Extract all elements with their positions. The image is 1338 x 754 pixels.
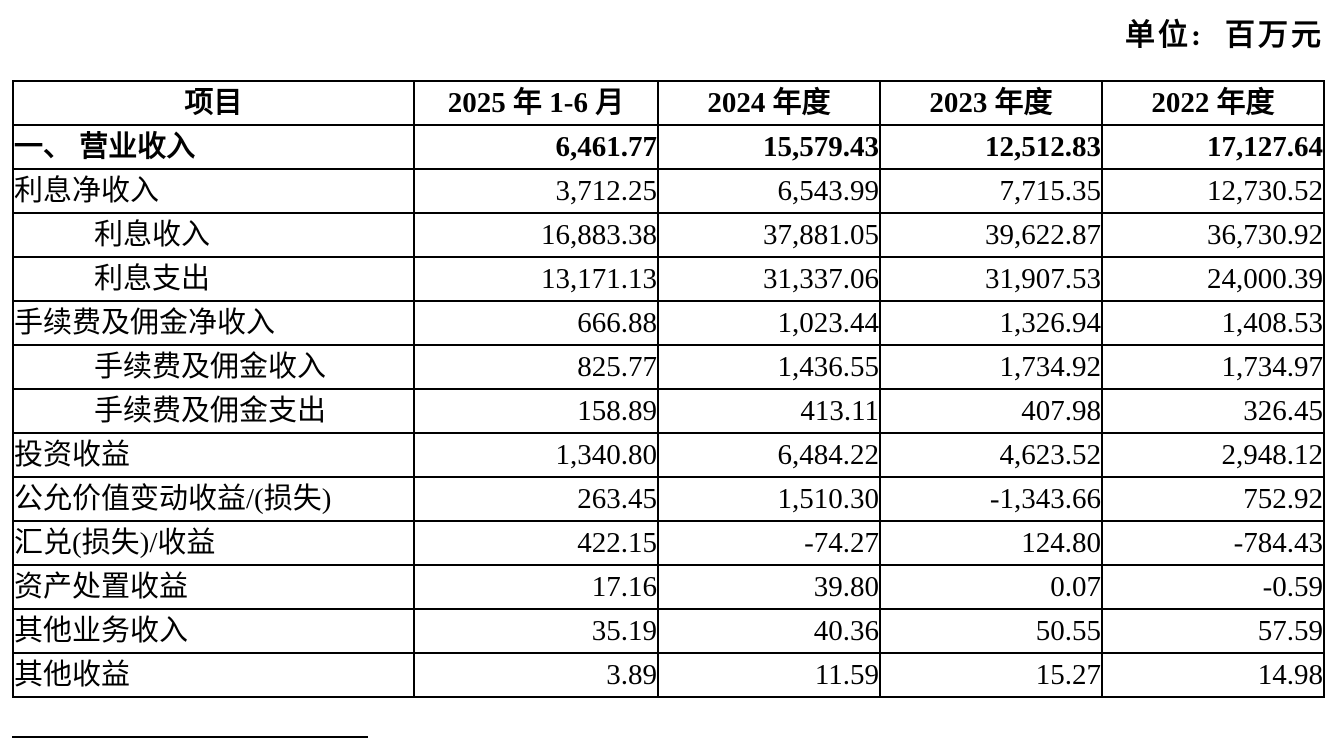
row-value: 15.27: [879, 652, 1103, 698]
row-value: 326.45: [1101, 388, 1325, 434]
row-label: 利息支出: [12, 256, 415, 302]
table-row: 其他收益 3.89 11.59 15.27 14.98: [12, 652, 1325, 698]
table-row: 投资收益 1,340.80 6,484.22 4,623.52 2,948.12: [12, 432, 1325, 478]
row-label: 汇兑(损失)/收益: [12, 520, 415, 566]
row-value: 3,712.25: [413, 168, 659, 214]
row-label: 利息收入: [12, 212, 415, 258]
row-value: 24,000.39: [1101, 256, 1325, 302]
row-value: -784.43: [1101, 520, 1325, 566]
row-label: 投资收益: [12, 432, 415, 478]
row-value: 35.19: [413, 608, 659, 654]
table-row: 公允价值变动收益/(损失) 263.45 1,510.30 -1,343.66 …: [12, 476, 1325, 522]
row-value: 17.16: [413, 564, 659, 610]
table-row: 其他业务收入 35.19 40.36 50.55 57.59: [12, 608, 1325, 654]
header-period-2023: 2023 年度: [879, 80, 1103, 126]
row-value: 12,730.52: [1101, 168, 1325, 214]
row-value: 37,881.05: [657, 212, 881, 258]
row-value: 13,171.13: [413, 256, 659, 302]
table-row: 利息支出 13,171.13 31,337.06 31,907.53 24,00…: [12, 256, 1325, 302]
row-value: 50.55: [879, 608, 1103, 654]
row-label: 资产处置收益: [12, 564, 415, 610]
table-row: 利息净收入 3,712.25 6,543.99 7,715.35 12,730.…: [12, 168, 1325, 214]
row-value: -74.27: [657, 520, 881, 566]
table-row: 手续费及佣金支出 158.89 413.11 407.98 326.45: [12, 388, 1325, 434]
row-value: 40.36: [657, 608, 881, 654]
row-value: 158.89: [413, 388, 659, 434]
row-value: 16,883.38: [413, 212, 659, 258]
row-value: 1,510.30: [657, 476, 881, 522]
row-value: 263.45: [413, 476, 659, 522]
row-value: 666.88: [413, 300, 659, 346]
row-value: 12,512.83: [879, 124, 1103, 170]
table-row: 一、 营业收入 6,461.77 15,579.43 12,512.83 17,…: [12, 124, 1325, 170]
footnote-divider: [12, 736, 368, 738]
row-value: 3.89: [413, 652, 659, 698]
row-value: 7,715.35: [879, 168, 1103, 214]
row-value: 6,543.99: [657, 168, 881, 214]
row-value: 124.80: [879, 520, 1103, 566]
header-item: 项目: [12, 80, 415, 126]
header-period-2022: 2022 年度: [1101, 80, 1325, 126]
row-value: 4,623.52: [879, 432, 1103, 478]
row-value: 752.92: [1101, 476, 1325, 522]
row-value: 6,484.22: [657, 432, 881, 478]
row-value: 6,461.77: [413, 124, 659, 170]
row-value: 14.98: [1101, 652, 1325, 698]
header-period-2024: 2024 年度: [657, 80, 881, 126]
row-value: 17,127.64: [1101, 124, 1325, 170]
row-value: 1,436.55: [657, 344, 881, 390]
financial-table: 项目 2025 年 1-6 月 2024 年度 2023 年度 2022 年度 …: [12, 80, 1325, 698]
row-value: 825.77: [413, 344, 659, 390]
row-value: 407.98: [879, 388, 1103, 434]
row-value: 1,734.97: [1101, 344, 1325, 390]
row-label: 其他业务收入: [12, 608, 415, 654]
row-label: 其他收益: [12, 652, 415, 698]
row-value: 0.07: [879, 564, 1103, 610]
row-value: 11.59: [657, 652, 881, 698]
table-row: 手续费及佣金收入 825.77 1,436.55 1,734.92 1,734.…: [12, 344, 1325, 390]
row-value: 31,907.53: [879, 256, 1103, 302]
row-label: 手续费及佣金支出: [12, 388, 415, 434]
row-value: 39.80: [657, 564, 881, 610]
row-value: 422.15: [413, 520, 659, 566]
row-label: 手续费及佣金收入: [12, 344, 415, 390]
row-value: 1,023.44: [657, 300, 881, 346]
table-header-row: 项目 2025 年 1-6 月 2024 年度 2023 年度 2022 年度: [12, 80, 1325, 126]
row-value: 36,730.92: [1101, 212, 1325, 258]
row-value: 39,622.87: [879, 212, 1103, 258]
row-value: 1,408.53: [1101, 300, 1325, 346]
row-value: 15,579.43: [657, 124, 881, 170]
row-value: 1,340.80: [413, 432, 659, 478]
unit-note: 单位: 百万元: [1125, 19, 1324, 52]
row-label: 一、 营业收入: [12, 124, 415, 170]
row-label: 公允价值变动收益/(损失): [12, 476, 415, 522]
row-value: 1,326.94: [879, 300, 1103, 346]
row-value: 1,734.92: [879, 344, 1103, 390]
row-value: -1,343.66: [879, 476, 1103, 522]
row-value: 57.59: [1101, 608, 1325, 654]
header-period-2025h1: 2025 年 1-6 月: [413, 80, 659, 126]
table-row: 利息收入 16,883.38 37,881.05 39,622.87 36,73…: [12, 212, 1325, 258]
row-value: 413.11: [657, 388, 881, 434]
row-label: 手续费及佣金净收入: [12, 300, 415, 346]
row-value: -0.59: [1101, 564, 1325, 610]
row-value: 2,948.12: [1101, 432, 1325, 478]
table-row: 汇兑(损失)/收益 422.15 -74.27 124.80 -784.43: [12, 520, 1325, 566]
row-label: 利息净收入: [12, 168, 415, 214]
table-row: 手续费及佣金净收入 666.88 1,023.44 1,326.94 1,408…: [12, 300, 1325, 346]
row-value: 31,337.06: [657, 256, 881, 302]
table-row: 资产处置收益 17.16 39.80 0.07 -0.59: [12, 564, 1325, 610]
